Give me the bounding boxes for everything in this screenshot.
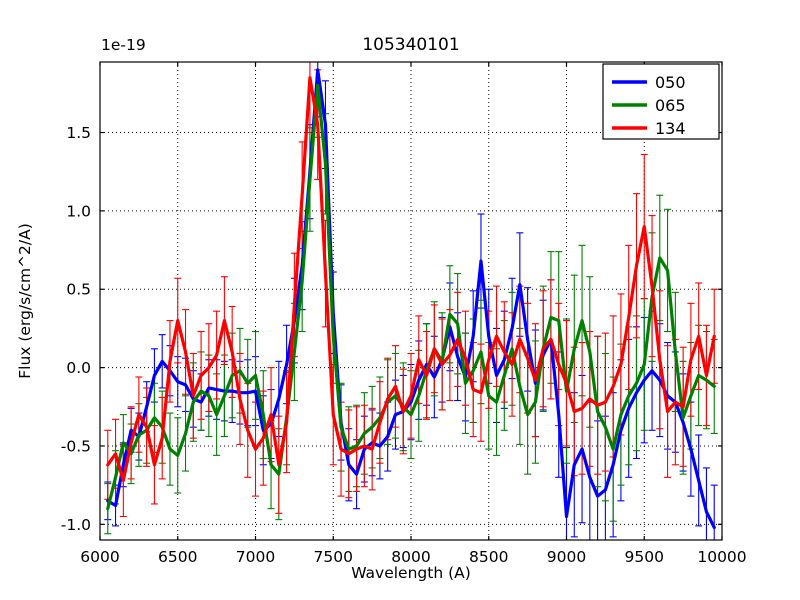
x-tick-label: 10000 <box>697 548 746 566</box>
y-tick-label: 1.0 <box>66 202 91 220</box>
x-tick-label: 7000 <box>236 548 275 566</box>
legend[interactable]: 050 065 134 <box>602 63 720 140</box>
x-tick-label: 8500 <box>469 548 508 566</box>
x-tick-label: 6500 <box>158 548 197 566</box>
x-tick-label: 8000 <box>391 548 430 566</box>
data-series-layer <box>104 62 718 540</box>
chart-title: 105340101 <box>362 35 459 55</box>
x-tick-label: 9500 <box>625 548 664 566</box>
x-tick-label: 7500 <box>314 548 353 566</box>
y-tick-label: -0.5 <box>61 437 91 455</box>
y-tick-labels: -1.0 -0.5 0.0 0.5 1.0 1.5 <box>61 124 91 534</box>
data-line-134 <box>106 76 716 483</box>
y-tick-label: -1.0 <box>61 516 91 534</box>
y-tick-label: 1.5 <box>66 124 91 142</box>
x-axis-label: Wavelength (A) <box>351 564 471 582</box>
y-tick-label: 0.0 <box>66 359 91 377</box>
legend-label-065: 065 <box>655 96 686 115</box>
legend-label-050: 050 <box>655 73 686 92</box>
legend-label-134: 134 <box>655 119 686 138</box>
x-tick-labels: 6000 6500 7000 7500 8000 8500 9000 9500 10000 <box>80 548 746 566</box>
y-axis-offset-text: 1e-19 <box>101 36 146 54</box>
axes-background <box>100 62 722 540</box>
lines-group <box>106 68 716 530</box>
legend-entries: 050 065 134 <box>612 73 686 138</box>
data-line-065 <box>106 83 716 511</box>
data-line-050 <box>106 68 716 530</box>
x-tick-label: 9000 <box>547 548 586 566</box>
y-axis-label: Flux (erg/s/cm^2/A) <box>16 223 34 379</box>
y-tick-label: 0.5 <box>66 281 91 299</box>
axis-ticks <box>99 62 723 540</box>
x-tick-label: 6000 <box>80 548 119 566</box>
